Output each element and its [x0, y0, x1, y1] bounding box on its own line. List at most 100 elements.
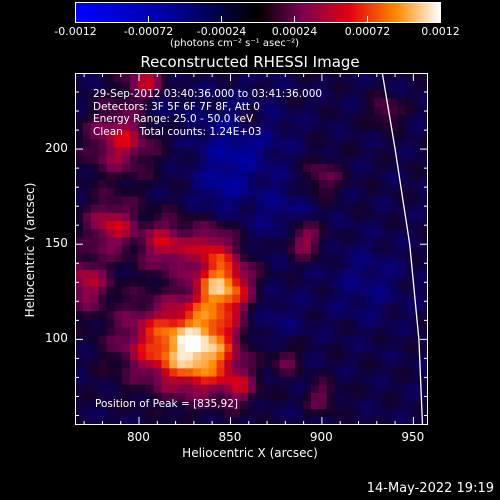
heatmap-cell: [310, 416, 320, 425]
heatmap-cell: [295, 326, 304, 336]
heatmap-cell: [75, 73, 84, 82]
heatmap-cell: [295, 408, 304, 418]
heatmap-cell: [389, 285, 399, 295]
heatmap-cell: [334, 97, 343, 107]
heatmap-cell: [216, 384, 226, 393]
heatmap-cell: [263, 351, 273, 361]
heatmap-cell: [137, 89, 147, 99]
heatmap-cell: [366, 245, 375, 254]
heatmap-cell: [192, 138, 202, 148]
heatmap-cell: [82, 359, 92, 369]
heatmap-cell: [248, 114, 257, 123]
heatmap-cell: [224, 105, 233, 115]
heatmap-cell: [185, 105, 194, 115]
heatmap-cell: [122, 89, 131, 99]
heatmap-cell: [90, 261, 100, 271]
heatmap-cell: [169, 146, 178, 156]
heatmap-cell: [310, 228, 320, 238]
heatmap-cell: [145, 408, 155, 418]
heatmap-cell: [130, 375, 139, 385]
heatmap-cell: [208, 253, 218, 262]
heatmap-cell: [405, 310, 414, 320]
heatmap-cell: [271, 130, 281, 140]
heatmap-cell: [90, 285, 100, 295]
heatmap-cell: [145, 155, 155, 164]
heatmap-cell: [200, 367, 210, 377]
heatmap-cell: [177, 97, 186, 107]
heatmap-cell: [114, 310, 123, 320]
heatmap-cell: [366, 318, 375, 328]
heatmap-cell: [82, 204, 92, 213]
heatmap-cell: [145, 73, 155, 82]
heatmap-cell: [310, 343, 320, 352]
heatmap-cell: [208, 245, 218, 254]
heatmap-cell: [106, 220, 115, 230]
heatmap-cell: [192, 277, 202, 287]
heatmap-cell: [216, 220, 226, 230]
heatmap-cell: [287, 261, 296, 271]
heatmap-cell: [358, 204, 367, 213]
heatmap-cell: [334, 195, 343, 205]
heatmap-cell: [271, 155, 281, 164]
axis-tick-marks: [75, 73, 428, 425]
heatmap-cell: [82, 416, 92, 425]
heatmap-cell: [192, 400, 202, 410]
heatmap-cell: [413, 212, 422, 222]
heatmap-cell: [240, 416, 249, 425]
heatmap-cell: [114, 187, 123, 197]
heatmap-cell: [373, 245, 383, 254]
heatmap-cell: [279, 261, 288, 271]
heatmap-cell: [185, 163, 194, 172]
heatmap-cell: [106, 163, 115, 172]
heatmap-cell: [287, 384, 296, 393]
heatmap-cell: [122, 335, 131, 344]
heatmap-cell: [90, 392, 100, 402]
heatmap-cell: [185, 220, 194, 230]
heatmap-cell: [114, 228, 123, 238]
heatmap-cell: [413, 122, 422, 132]
heatmap-cell: [75, 220, 84, 230]
heatmap-cell: [75, 89, 84, 99]
heatmap-cell: [75, 392, 84, 402]
heatmap-cell: [161, 408, 170, 418]
heatmap-cell: [161, 294, 170, 303]
heatmap-cell: [161, 187, 170, 197]
heatmap-cell: [326, 277, 336, 287]
heatmap-cell: [350, 236, 359, 246]
heatmap-cell: [326, 245, 336, 254]
heatmap-cell: [192, 114, 202, 123]
heatmap-cell: [98, 326, 108, 336]
heatmap-cell: [90, 408, 100, 418]
heatmap-cell: [216, 122, 226, 132]
heatmap-cell: [185, 400, 194, 410]
heatmap-cell: [342, 163, 351, 172]
heatmap-cell: [303, 122, 312, 132]
heatmap-cell: [381, 269, 391, 279]
heatmap-cell: [405, 187, 414, 197]
heatmap-cell: [248, 236, 257, 246]
heatmap-cell: [224, 89, 233, 99]
heatmap-cell: [114, 146, 123, 156]
heatmap-cell: [350, 375, 359, 385]
heatmap-cell: [350, 261, 359, 271]
heatmap-cell: [75, 245, 84, 254]
heatmap-cell: [366, 351, 375, 361]
heatmap-cell: [122, 253, 131, 262]
heatmap-cell: [169, 245, 178, 254]
heatmap-cell: [303, 73, 312, 82]
heatmap-cell: [389, 416, 399, 425]
heatmap-cell: [263, 359, 273, 369]
heatmap-cell: [334, 212, 343, 222]
heatmap-cell: [192, 310, 202, 320]
heatmap-cell: [263, 195, 273, 205]
heatmap-cell: [271, 73, 281, 82]
heatmap-cell: [90, 302, 100, 312]
heatmap-cell: [271, 310, 281, 320]
heatmap-cell: [413, 302, 422, 312]
heatmap-cell: [192, 245, 202, 254]
heatmap-cell: [82, 146, 92, 156]
heatmap-cell: [303, 89, 312, 99]
heatmap-cell: [82, 318, 92, 328]
heatmap-cell: [350, 277, 359, 287]
heatmap-cell: [381, 146, 391, 156]
